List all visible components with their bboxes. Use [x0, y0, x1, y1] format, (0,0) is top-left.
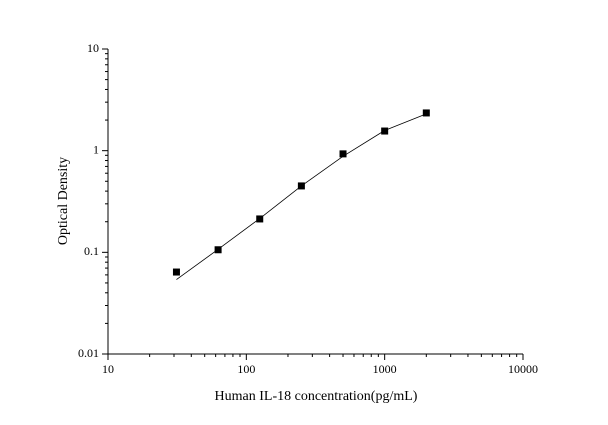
- x-axis-title: Human IL-18 concentration(pg/mL): [215, 389, 418, 404]
- y-tick-label: 0.1: [84, 244, 99, 258]
- data-point: [172, 268, 180, 276]
- x-tick-label: 10000: [508, 362, 538, 376]
- data-point: [339, 150, 347, 158]
- y-tick-label: 0.01: [78, 346, 99, 360]
- x-tick-label: 10: [102, 362, 114, 376]
- x-tick-label: 1000: [373, 362, 397, 376]
- y-tick-label: 1: [93, 142, 99, 156]
- data-point: [422, 109, 430, 117]
- fit-curve: [176, 113, 427, 280]
- y-axis-title: Optical Density: [56, 157, 71, 245]
- x-tick-label: 100: [237, 362, 255, 376]
- data-point: [381, 127, 389, 135]
- y-tick-label: 10: [87, 41, 99, 55]
